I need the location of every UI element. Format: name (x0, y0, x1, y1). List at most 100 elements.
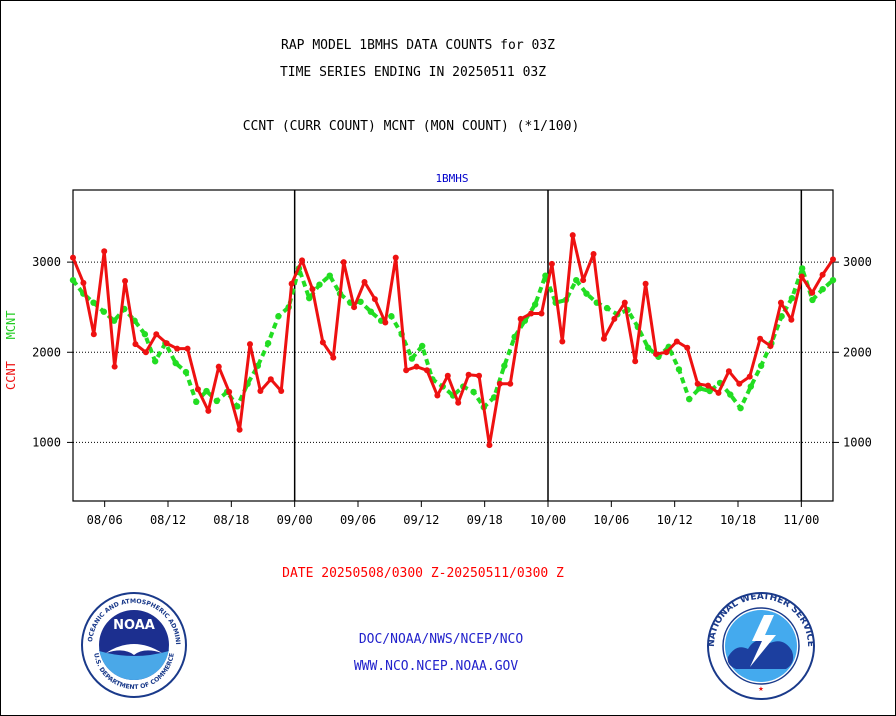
series-line-mcnt (71, 266, 835, 411)
data-point-ccnt (246, 341, 253, 348)
data-point-mcnt (275, 313, 282, 320)
x-tick-label: 09/06 (340, 513, 376, 527)
x-tick-label: 09/00 (277, 513, 313, 527)
data-point-mcnt (809, 296, 816, 304)
data-point-ccnt (122, 278, 129, 285)
data-point-ccnt (486, 442, 493, 449)
data-point-mcnt (737, 404, 744, 412)
data-point-mcnt (193, 398, 200, 406)
data-point-mcnt (418, 342, 426, 350)
data-point-ccnt (777, 299, 784, 306)
data-point-ccnt (423, 367, 430, 374)
data-point-ccnt (111, 363, 118, 370)
data-point-ccnt (70, 254, 76, 261)
chart-title-line-2: TIME SERIES ENDING IN 20250511 03Z (279, 65, 547, 80)
data-point-ccnt (621, 299, 628, 306)
data-point-mcnt (727, 391, 734, 398)
x-tick-label: 10/00 (530, 513, 566, 527)
data-point-mcnt (357, 298, 364, 305)
data-point-ccnt (736, 380, 743, 387)
data-point-ccnt (496, 380, 503, 387)
data-point-mcnt (306, 294, 313, 302)
data-point-ccnt (455, 399, 462, 406)
data-point-ccnt (819, 271, 826, 278)
data-point-ccnt (590, 251, 597, 258)
data-point-mcnt (388, 313, 395, 320)
data-point-ccnt (163, 340, 170, 347)
data-point-ccnt (746, 373, 753, 380)
x-tick-label: 09/18 (467, 513, 503, 527)
data-point-ccnt (444, 372, 451, 379)
data-point-mcnt (151, 358, 159, 365)
data-point-ccnt (101, 248, 108, 255)
data-point-mcnt (69, 276, 77, 284)
y-tick-label: 1000 (32, 435, 61, 449)
data-point-mcnt (326, 272, 333, 279)
data-point-ccnt (153, 331, 160, 338)
x-tick-label: 08/12 (150, 513, 186, 527)
data-point-mcnt (408, 355, 416, 362)
x-tick-label: 08/06 (87, 513, 123, 527)
data-point-ccnt (132, 341, 139, 348)
data-point-ccnt (382, 319, 389, 326)
data-point-ccnt (580, 277, 587, 284)
data-point-ccnt (413, 363, 420, 370)
data-point-ccnt (236, 426, 243, 433)
data-point-mcnt (264, 340, 272, 347)
data-point-ccnt (684, 344, 691, 351)
data-point-ccnt (642, 280, 649, 287)
data-point-mcnt (182, 368, 190, 376)
data-point-ccnt (548, 260, 555, 267)
data-point-ccnt (309, 286, 316, 293)
data-point-mcnt (573, 276, 580, 284)
data-point-ccnt (351, 304, 358, 311)
plot-frame (72, 189, 834, 502)
data-point-ccnt (569, 232, 576, 239)
org-path-text: DOC/NOAA/NWS/NCEP/NCO (358, 632, 524, 647)
data-point-ccnt (174, 345, 181, 352)
data-point-mcnt (203, 387, 210, 395)
date-range-label: DATE 20250508/0300 Z-20250511/0300 Z (282, 566, 564, 581)
data-point-ccnt (205, 407, 212, 414)
chart-subtitle: CCNT (CURR COUNT) MCNT (MON COUNT) (*1/1… (242, 119, 580, 134)
data-point-mcnt (583, 290, 590, 297)
data-point-ccnt (528, 310, 535, 317)
noaa-logo-icon: NOAA NATIONAL OCEANIC AND ATMOSPHERIC AD… (80, 591, 187, 698)
data-point-ccnt (517, 315, 524, 322)
data-point-mcnt (747, 383, 755, 390)
series-line-ccnt (71, 233, 835, 447)
x-tick-label: 10/06 (593, 513, 629, 527)
x-tick-label: 10/12 (657, 513, 693, 527)
data-point-mcnt (757, 362, 765, 369)
data-point-ccnt (371, 296, 378, 303)
data-point-ccnt (288, 280, 295, 287)
data-point-mcnt (603, 304, 611, 312)
nws-logo-icon: NATIONAL WEATHER SERVICE ★ (707, 592, 815, 700)
y-tick-label: 2000 (32, 345, 61, 359)
data-point-ccnt (705, 382, 712, 389)
website-link[interactable]: WWW.NCO.NCEP.NOAA.GOV (353, 659, 519, 674)
data-point-ccnt (715, 389, 722, 396)
data-point-ccnt (476, 372, 483, 379)
y-tick-label: 3000 (32, 255, 61, 269)
y-tick-label-right: 3000 (843, 255, 872, 269)
data-point-mcnt (686, 395, 693, 403)
data-point-mcnt (141, 331, 149, 338)
y-tick-label-right: 1000 (843, 435, 872, 449)
data-point-ccnt (809, 289, 816, 296)
data-point-ccnt (559, 338, 566, 345)
data-point-mcnt (470, 388, 477, 396)
chart-title-line-1: RAP MODEL 1BMHS DATA COUNTS for 03Z (281, 38, 555, 53)
data-point-ccnt (278, 388, 285, 395)
data-point-ccnt (257, 388, 264, 395)
data-point-mcnt (798, 265, 806, 272)
data-point-ccnt (694, 380, 701, 387)
data-point-mcnt (644, 344, 652, 351)
data-point-ccnt (725, 368, 732, 375)
data-point-ccnt (465, 371, 472, 378)
x-tick-label: 08/18 (213, 513, 249, 527)
data-point-mcnt (316, 281, 323, 288)
data-point-ccnt (184, 345, 191, 352)
data-point-ccnt (142, 349, 149, 356)
data-point-ccnt (830, 256, 836, 263)
